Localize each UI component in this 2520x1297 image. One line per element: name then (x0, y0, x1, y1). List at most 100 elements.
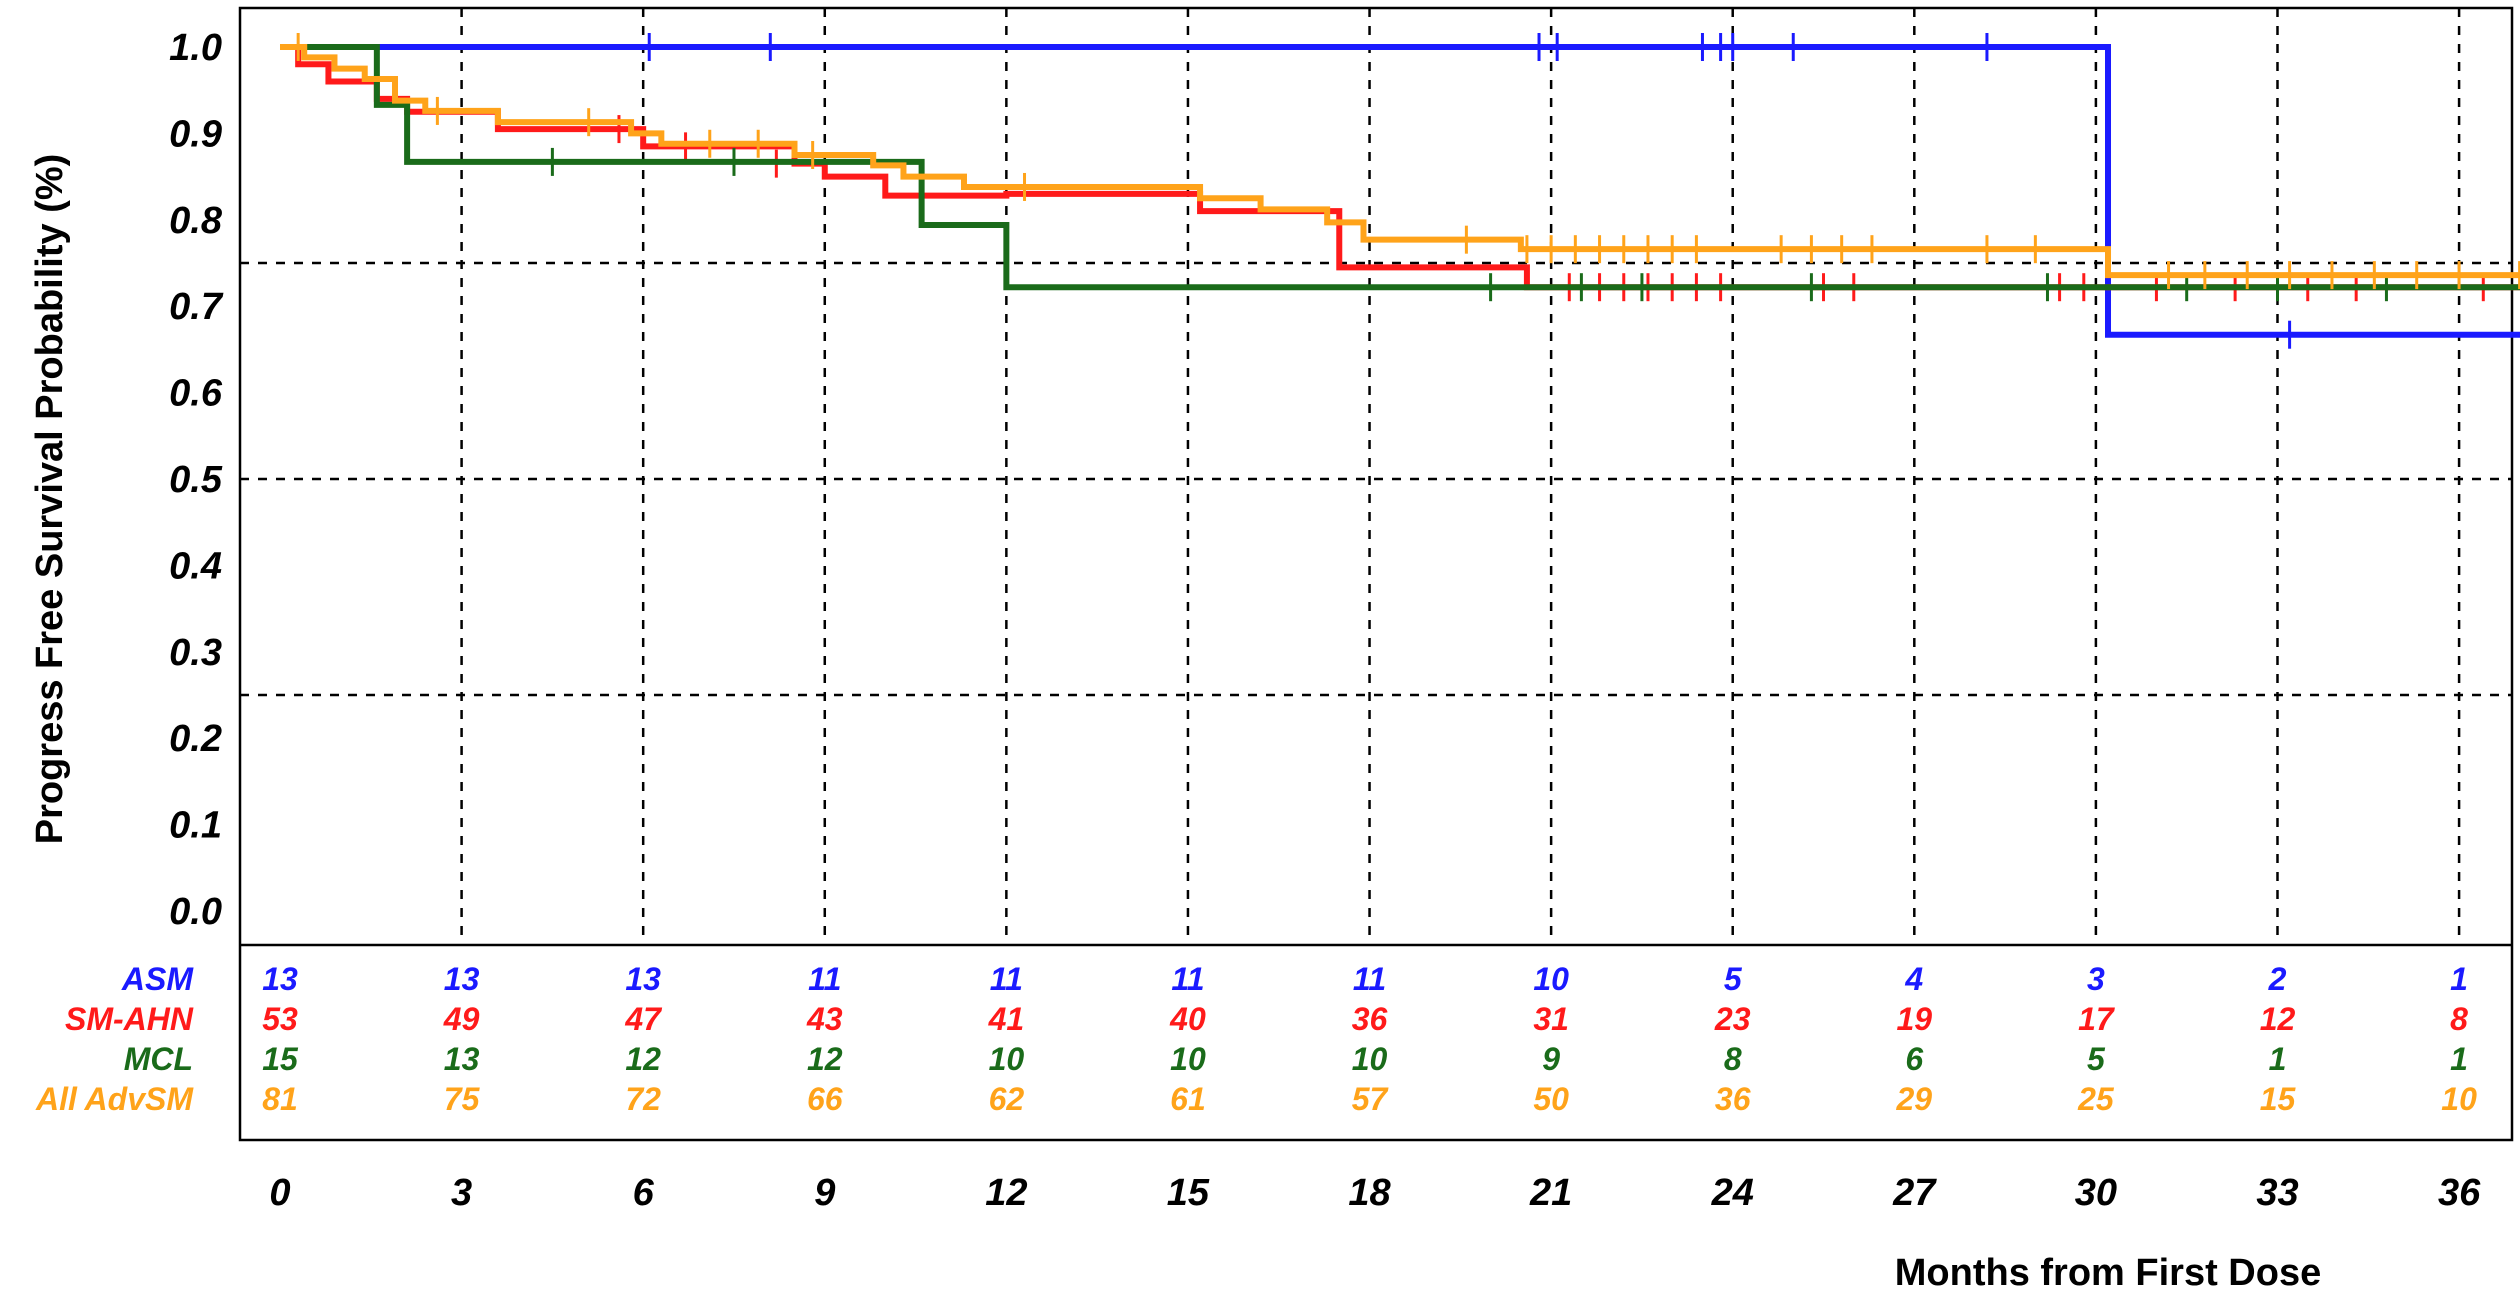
risk-count: 25 (2077, 1081, 2115, 1117)
risk-count: 75 (444, 1081, 481, 1117)
risk-count: 5 (1724, 961, 1743, 997)
risk-count: 8 (2450, 1001, 2468, 1037)
risk-count: 12 (807, 1041, 843, 1077)
risk-count: 53 (262, 1001, 298, 1037)
y-tick-label: 0.2 (169, 718, 222, 760)
risk-count: 1 (2450, 961, 2468, 997)
risk-count: 10 (1170, 1041, 1206, 1077)
risk-count: 8 (1724, 1041, 1742, 1077)
y-tick-label: 0.5 (169, 459, 223, 501)
x-tick-label: 30 (2075, 1172, 2117, 1214)
risk-count: 19 (1897, 1001, 1933, 1037)
x-tick-label: 12 (985, 1172, 1027, 1214)
risk-row-asm: ASM1313131111111110543210 (121, 961, 2468, 997)
y-axis-title: Progress Free Survival Probability (%) (29, 154, 71, 845)
series-sm-ahn (280, 44, 2520, 302)
risk-count: 36 (1715, 1081, 1751, 1117)
y-tick-label: 0.8 (169, 200, 223, 242)
risk-count: 50 (1533, 1081, 1569, 1117)
risk-count: 62 (989, 1081, 1025, 1117)
risk-count: 13 (262, 961, 298, 997)
risk-count: 43 (806, 1001, 843, 1037)
y-tick-label: 1.0 (169, 27, 222, 69)
x-tick-label: 21 (1529, 1172, 1572, 1214)
grid-layer (240, 8, 2512, 945)
risk-row-sm-ahn: SM-AHN5349474341403631231917128640 (65, 1001, 2468, 1037)
risk-row-label: SM-AHN (65, 1001, 194, 1037)
y-tick-label: 0.1 (169, 805, 222, 847)
risk-count: 15 (2260, 1081, 2297, 1117)
y-tick-label: 0.4 (169, 545, 222, 587)
series-all-advsm (280, 33, 2520, 290)
risk-row-label: ASM (121, 961, 194, 997)
risk-count: 13 (444, 961, 480, 997)
risk-count: 72 (625, 1081, 661, 1117)
x-tick-label: 36 (2438, 1172, 2481, 1214)
risk-count: 23 (1714, 1001, 1751, 1037)
risk-count: 57 (1352, 1081, 1390, 1117)
risk-count: 31 (1533, 1001, 1569, 1037)
risk-count: 81 (262, 1081, 298, 1117)
plot-frame (238, 6, 2514, 1142)
risk-count: 12 (2260, 1001, 2296, 1037)
risk-count: 11 (990, 961, 1023, 997)
survival-curve-all-advsm (280, 44, 2520, 279)
survival-curve-asm (280, 44, 2520, 338)
x-tick-labels: 0369121518212427303336394245485154576063… (269, 1172, 2481, 1214)
risk-count: 66 (807, 1081, 843, 1117)
risk-count: 2 (2268, 961, 2287, 997)
x-tick-label: 15 (1167, 1172, 1210, 1214)
risk-count: 5 (2087, 1041, 2106, 1077)
frame-layer (238, 6, 2514, 1142)
series-asm (280, 33, 2520, 349)
risk-count: 40 (1169, 1001, 1206, 1037)
x-axis-title: Months from First Dose (1895, 1252, 2321, 1294)
risk-count: 12 (625, 1041, 661, 1077)
risk-count: 61 (1170, 1081, 1206, 1117)
x-tick-label: 27 (1892, 1172, 1937, 1214)
series-layer (280, 33, 2520, 349)
risk-table: ASM1313131111111110543210SM-AHN534947434… (35, 961, 2477, 1117)
x-tick-label: 9 (814, 1172, 835, 1214)
survival-curve-mcl (280, 44, 2520, 291)
y-tick-labels: 0.0 0.1 0.2 0.3 0.4 0.5 0.6 0.7 0.8 0.9 1.0 (169, 27, 224, 933)
risk-count: 11 (1353, 961, 1386, 997)
risk-count: 1 (2450, 1041, 2468, 1077)
risk-count: 36 (1352, 1001, 1388, 1037)
risk-count: 10 (1352, 1041, 1388, 1077)
y-tick-label: 0.6 (169, 373, 223, 415)
risk-count: 13 (625, 961, 661, 997)
risk-count: 29 (1896, 1081, 1933, 1117)
risk-count: 10 (1533, 961, 1569, 997)
risk-count: 49 (443, 1001, 480, 1037)
risk-count: 11 (808, 961, 841, 997)
y-tick-label: 0.3 (169, 632, 222, 674)
risk-count: 13 (444, 1041, 480, 1077)
risk-count: 17 (2078, 1001, 2116, 1037)
risk-row-label: All AdvSM (35, 1081, 194, 1117)
risk-count: 10 (2441, 1081, 2477, 1117)
risk-count: 10 (989, 1041, 1025, 1077)
risk-count: 11 (1171, 961, 1204, 997)
risk-row-label: MCL (124, 1041, 193, 1077)
y-tick-label: 0.0 (169, 891, 222, 933)
survival-curve-sm-ahn (280, 44, 2520, 291)
risk-count: 1 (2269, 1041, 2287, 1077)
risk-row-all-advsm: All AdvSM81757266626157503629251510750 (35, 1081, 2477, 1117)
x-tick-label: 6 (633, 1172, 655, 1214)
risk-row-mcl: MCL15131212101010986511110 (124, 1041, 2468, 1077)
x-tick-label: 24 (1711, 1172, 1754, 1214)
risk-count: 9 (1542, 1041, 1560, 1077)
x-tick-label: 33 (2256, 1172, 2298, 1214)
x-tick-label: 0 (269, 1172, 290, 1214)
y-tick-label: 0.9 (169, 113, 222, 155)
risk-count: 41 (988, 1001, 1025, 1037)
risk-count: 15 (262, 1041, 299, 1077)
x-tick-label: 3 (451, 1172, 472, 1214)
y-tick-label: 0.7 (169, 286, 224, 328)
risk-count: 6 (1905, 1041, 1923, 1077)
risk-count: 47 (624, 1001, 663, 1037)
risk-count: 4 (1904, 961, 1923, 997)
x-tick-label: 18 (1348, 1172, 1391, 1214)
